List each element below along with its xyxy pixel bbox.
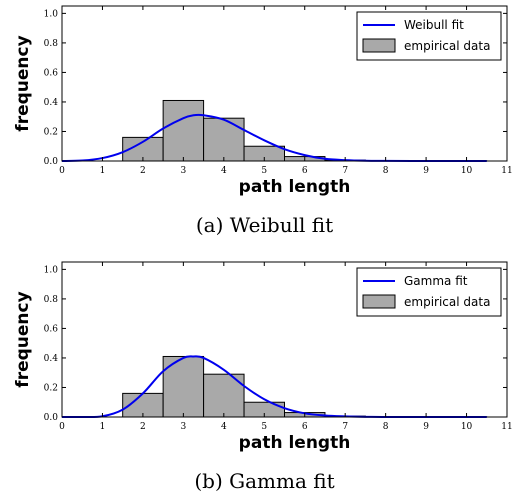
y-tick-label-4: 0.8	[44, 39, 59, 49]
histogram-bar-2	[203, 117, 245, 162]
y-tick-label-3: 0.6	[44, 68, 59, 78]
y-tick-label-1: 0.2	[44, 383, 58, 393]
x-axis-label: path length	[239, 433, 351, 453]
caption: (a) Weibull fit	[196, 213, 333, 237]
x-tick-label-9: 9	[423, 422, 429, 432]
y-ticks: 0.0 0.2 0.4 0.6 0.8 1.0	[44, 9, 507, 167]
x-ticks: 0 1 2 3 4 5 6 7 8 9 10 11	[59, 262, 513, 432]
y-tick-label-1: 0.2	[44, 127, 58, 137]
x-tick-label-3: 3	[180, 166, 186, 176]
x-tick-label-3: 3	[180, 422, 186, 432]
y-tick-label-0: 0.0	[44, 157, 59, 167]
legend: Weibull fit empirical data	[356, 11, 502, 61]
legend-fit-label: Weibull fit	[404, 18, 464, 32]
legend-bar-swatch	[362, 294, 396, 309]
plot-frame	[61, 5, 508, 162]
y-tick-label-5: 1.0	[44, 9, 59, 19]
x-tick-label-1: 1	[100, 166, 106, 176]
x-tick-label-8: 8	[383, 166, 389, 176]
y-tick-label-4: 0.8	[44, 295, 59, 305]
legend: Gamma fit empirical data	[356, 267, 502, 317]
y-ticks: 0.0 0.2 0.4 0.6 0.8 1.0	[44, 265, 507, 423]
y-tick-label-0: 0.0	[44, 413, 59, 423]
x-tick-label-1: 1	[100, 422, 106, 432]
legend-fit-label: Gamma fit	[404, 274, 468, 288]
caption: (b) Gamma fit	[194, 469, 334, 493]
x-tick-label-5: 5	[261, 422, 267, 432]
histogram-bars	[122, 355, 488, 418]
x-tick-label-9: 9	[423, 166, 429, 176]
x-tick-label-5: 5	[261, 166, 267, 176]
x-tick-label-2: 2	[140, 422, 146, 432]
y-axis-label: frequency	[13, 35, 33, 131]
panel-weibull: 0 1 2 3 4 5 6 7 8 9 10 11 0.0 0.2 0.4 0.6 0.8 1.0 path l…	[13, 5, 513, 237]
x-tick-label-0: 0	[59, 166, 65, 176]
y-tick-label-3: 0.6	[44, 324, 59, 334]
x-tick-label-2: 2	[140, 166, 146, 176]
x-tick-label-6: 6	[302, 166, 308, 176]
x-tick-label-10: 10	[461, 422, 473, 432]
x-tick-label-4: 4	[221, 422, 227, 432]
plot-frame	[61, 261, 508, 418]
legend-data-label: empirical data	[404, 295, 490, 309]
histogram-bar-1	[162, 99, 205, 162]
x-tick-label-4: 4	[221, 166, 227, 176]
legend-data-label: empirical data	[404, 39, 490, 53]
y-tick-label-5: 1.0	[44, 265, 59, 275]
x-ticks: 0 1 2 3 4 5 6 7 8 9 10 11	[59, 6, 513, 176]
legend-bar-swatch	[362, 38, 396, 53]
x-tick-label-6: 6	[302, 422, 308, 432]
x-tick-label-7: 7	[342, 166, 348, 176]
x-tick-label-0: 0	[59, 422, 65, 432]
panel-gamma: 0 1 2 3 4 5 6 7 8 9 10 11 0.0 0.2 0.4 0.6 0.8 1.0 path l…	[13, 261, 513, 493]
histogram-bars	[122, 99, 488, 162]
x-tick-label-8: 8	[383, 422, 389, 432]
x-axis-label: path length	[239, 177, 351, 197]
y-tick-label-2: 0.4	[44, 354, 59, 364]
x-tick-label-7: 7	[342, 422, 348, 432]
y-tick-label-2: 0.4	[44, 98, 59, 108]
x-tick-label-10: 10	[461, 166, 473, 176]
y-axis-label: frequency	[13, 291, 33, 387]
x-tick-label-11: 11	[501, 166, 512, 176]
x-tick-label-11: 11	[501, 422, 512, 432]
